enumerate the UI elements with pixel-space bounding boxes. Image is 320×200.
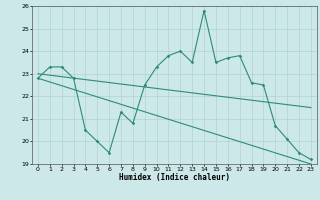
- X-axis label: Humidex (Indice chaleur): Humidex (Indice chaleur): [119, 173, 230, 182]
